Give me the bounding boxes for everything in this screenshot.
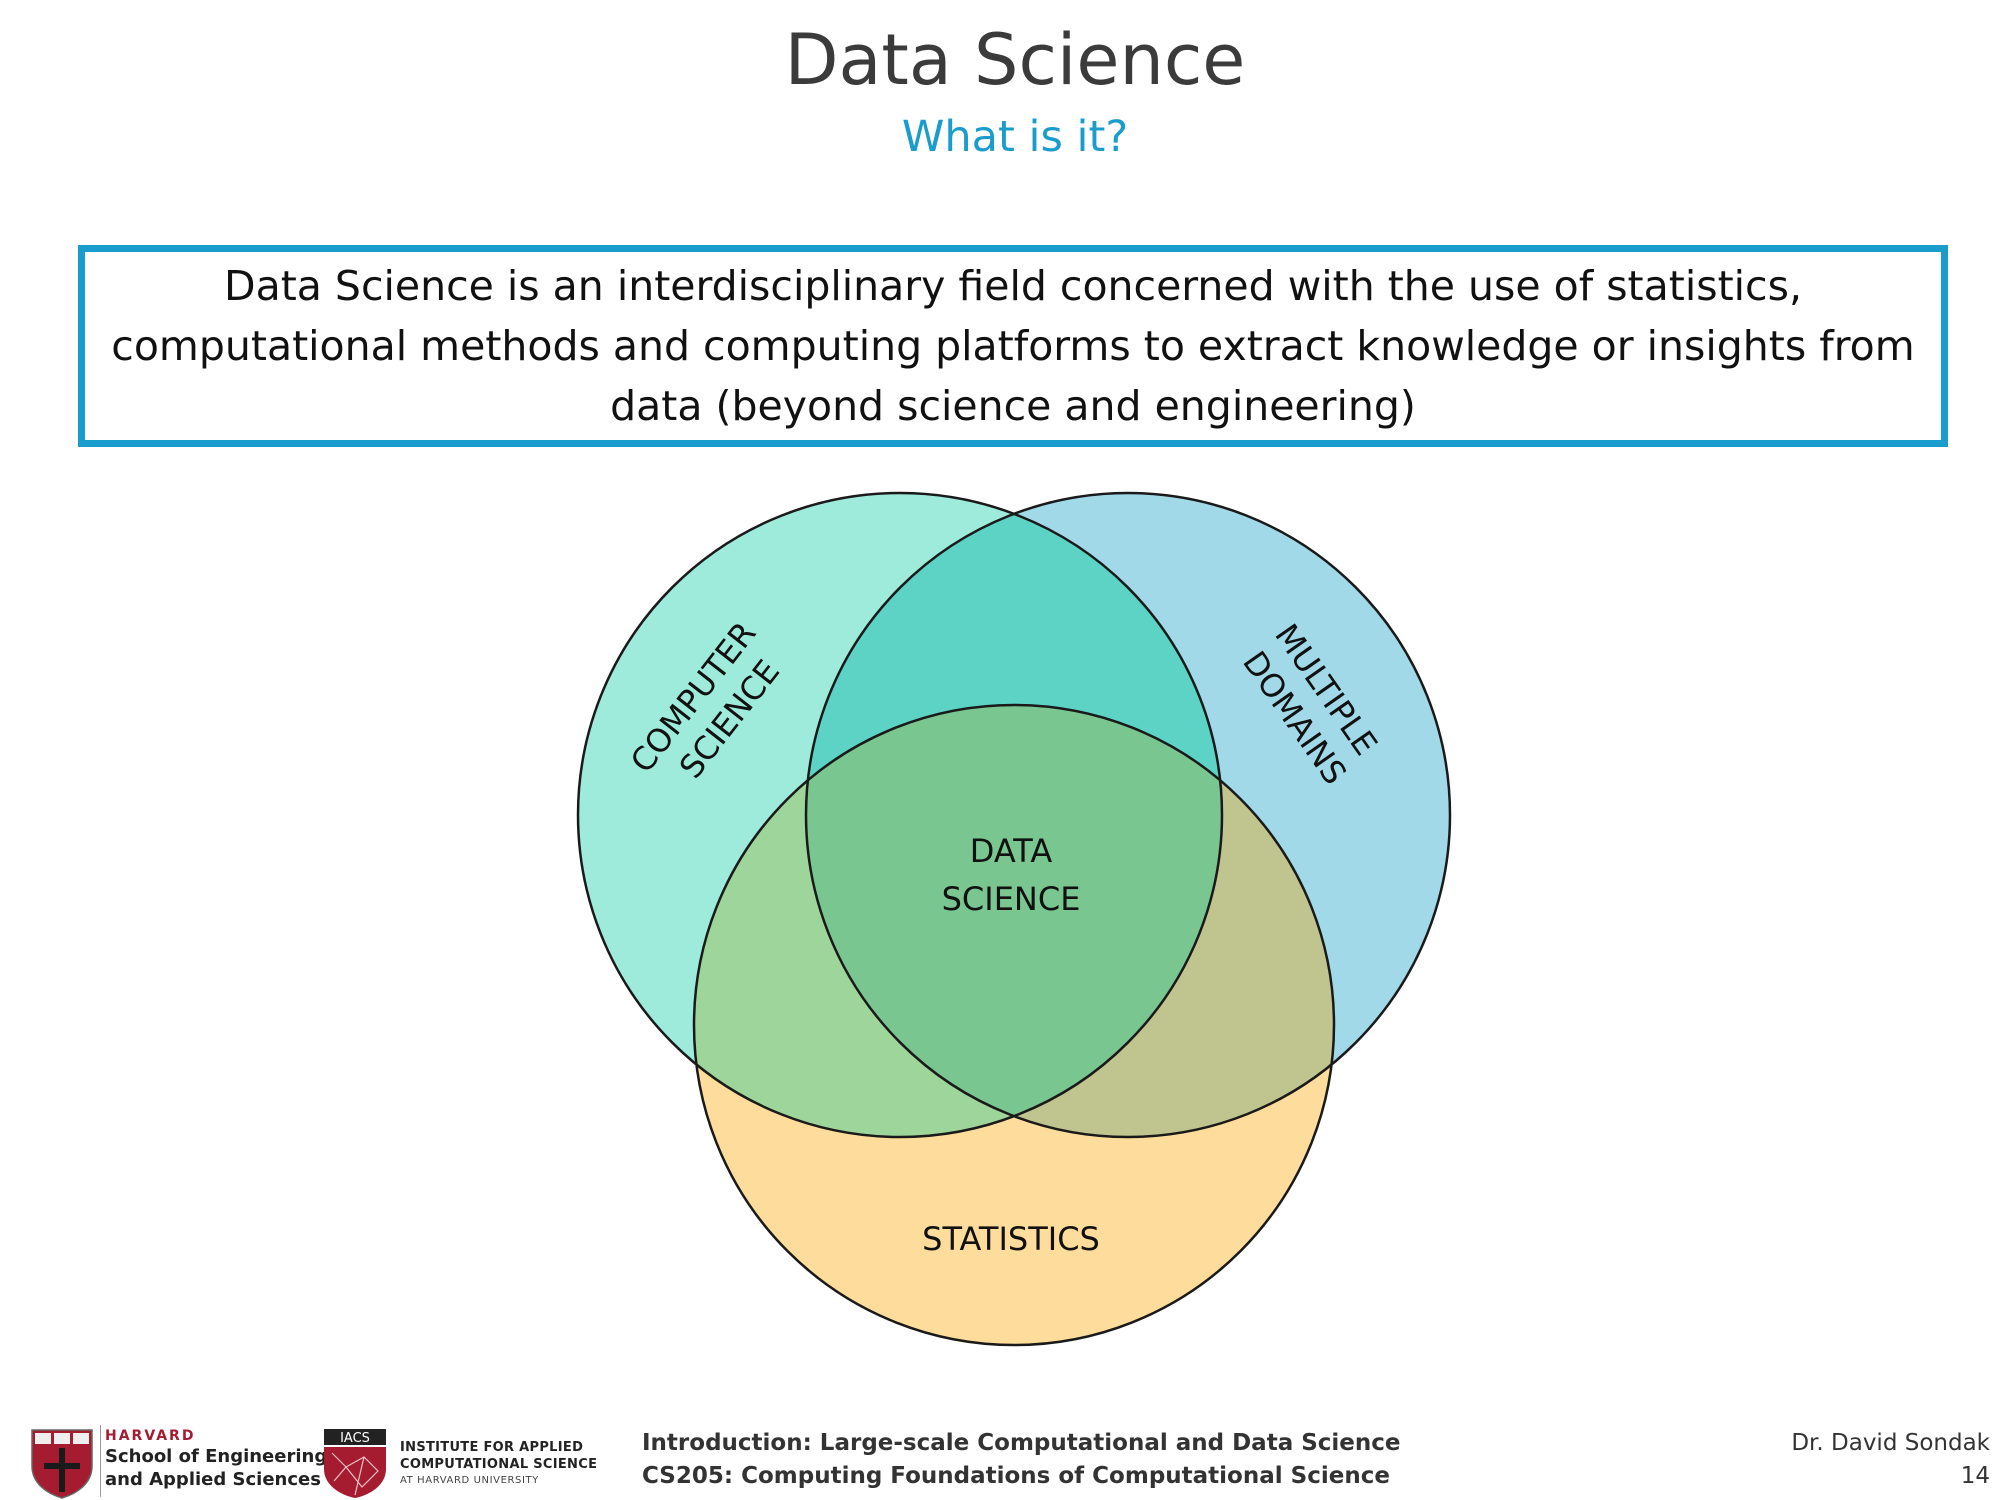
slide-subtitle: What is it? bbox=[901, 112, 1129, 162]
data-science-label-line2: SCIENCE bbox=[942, 880, 1081, 918]
slide-title: Data Science bbox=[784, 19, 1246, 101]
course-info: Introduction: Large-scale Computational … bbox=[642, 1427, 1401, 1493]
page-number: 14 bbox=[1960, 1463, 1990, 1489]
svg-text:IACS: IACS bbox=[340, 1431, 370, 1446]
iacs-line3: AT HARVARD UNIVERSITY bbox=[400, 1475, 539, 1486]
data-science-overlap bbox=[806, 705, 1222, 1137]
seas-divider bbox=[100, 1425, 101, 1497]
footer: HARVARD School of Engineering and Applie… bbox=[0, 1425, 2000, 1500]
seas-name-line1: School of Engineering bbox=[105, 1446, 328, 1467]
statistics-label: STATISTICS bbox=[922, 1220, 1100, 1258]
iacs-line2: COMPUTATIONAL SCIENCE bbox=[400, 1457, 598, 1472]
definition-box: Data Science is an interdisciplinary fie… bbox=[78, 245, 1948, 447]
iacs-line1: INSTITUTE FOR APPLIED bbox=[400, 1440, 584, 1455]
definition-text: Data Science is an interdisciplinary fie… bbox=[111, 262, 1915, 430]
iacs-logo-text: INSTITUTE FOR APPLIED COMPUTATIONAL SCIE… bbox=[400, 1439, 597, 1488]
author-name: Dr. David Sondak bbox=[1791, 1430, 1990, 1456]
harvard-shield-icon bbox=[31, 1429, 93, 1499]
seas-name-line2: and Applied Sciences bbox=[105, 1469, 321, 1490]
data-science-label: DATA bbox=[970, 832, 1053, 870]
course-title: Introduction: Large-scale Computational … bbox=[642, 1430, 1401, 1456]
iacs-shield-icon: IACS bbox=[324, 1429, 386, 1498]
seas-harvard: HARVARD bbox=[105, 1428, 196, 1444]
course-code: CS205: Computing Foundations of Computat… bbox=[642, 1463, 1390, 1489]
author-info: Dr. David Sondak 14 bbox=[1791, 1427, 1990, 1493]
seas-logo-text: HARVARD School of Engineering and Applie… bbox=[105, 1427, 327, 1491]
